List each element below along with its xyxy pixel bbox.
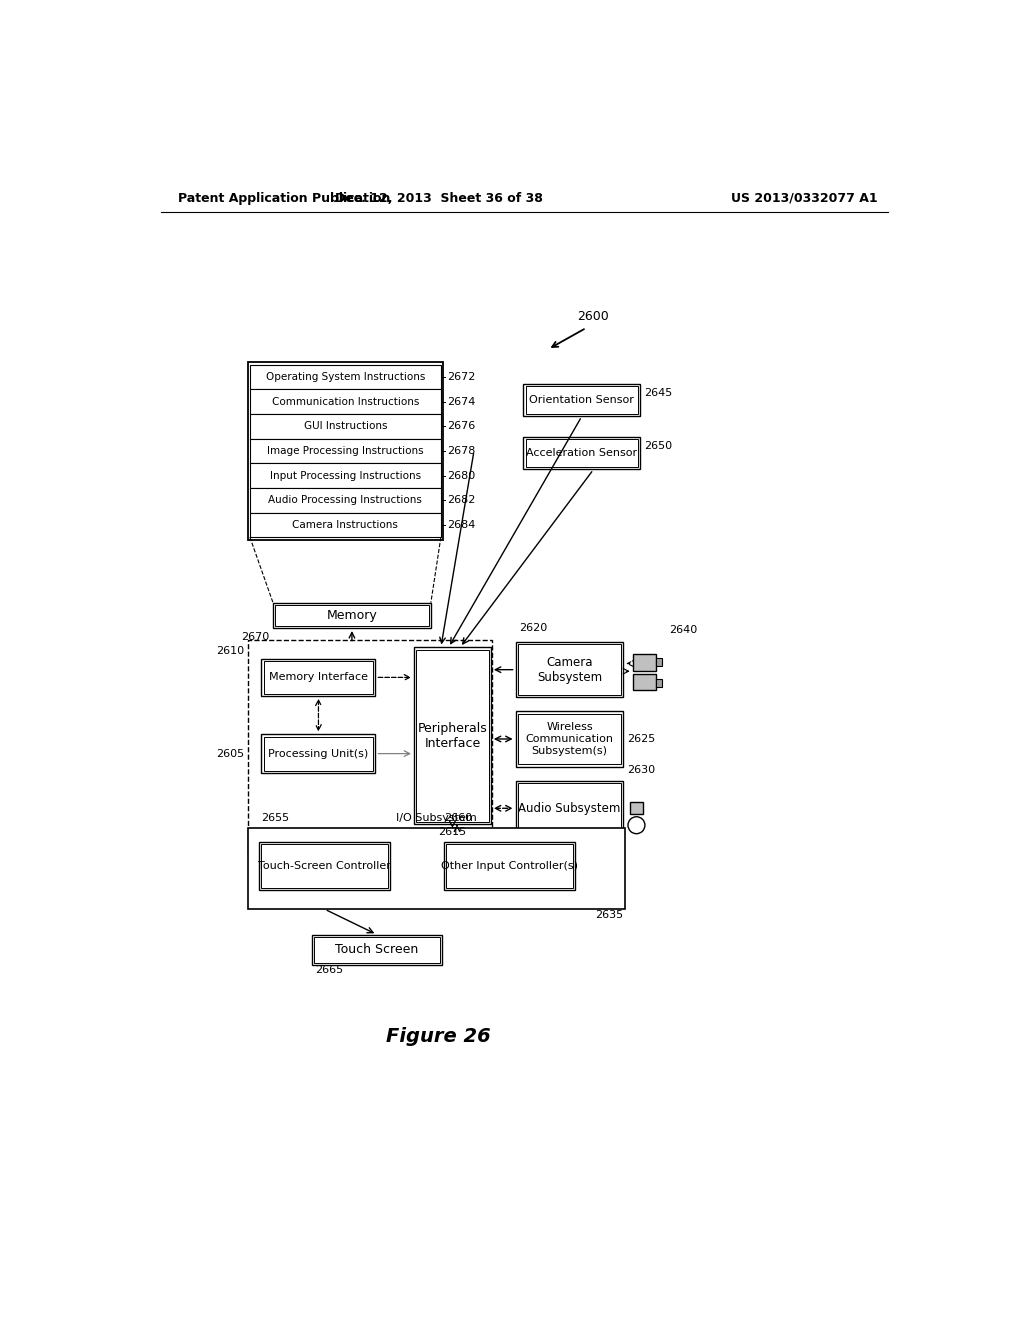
Text: 2610: 2610 — [216, 645, 245, 656]
Text: Wireless
Communication
Subsystem(s): Wireless Communication Subsystem(s) — [525, 722, 613, 755]
Text: GUI Instructions: GUI Instructions — [304, 421, 387, 432]
Text: I/O Subsystem: I/O Subsystem — [396, 813, 476, 822]
Bar — [525, 440, 638, 467]
Bar — [313, 937, 440, 964]
Text: 2615: 2615 — [438, 828, 467, 837]
Text: Audio Subsystem: Audio Subsystem — [518, 801, 621, 814]
Text: 2620: 2620 — [519, 623, 548, 634]
Text: 2635: 2635 — [595, 911, 624, 920]
Text: Camera Instructions: Camera Instructions — [293, 520, 398, 529]
Text: 2600: 2600 — [577, 310, 608, 323]
Bar — [261, 659, 376, 696]
Text: 2665: 2665 — [315, 965, 343, 975]
Text: Memory Interface: Memory Interface — [269, 672, 368, 682]
Bar — [655, 678, 662, 686]
Text: Patent Application Publication: Patent Application Publication — [178, 191, 391, 205]
Text: Camera
Subsystem: Camera Subsystem — [537, 656, 602, 684]
Bar — [273, 603, 431, 628]
Text: Orientation Sensor: Orientation Sensor — [529, 395, 634, 405]
Bar — [248, 640, 493, 855]
Text: Communication Instructions: Communication Instructions — [271, 397, 419, 407]
Text: 2680: 2680 — [447, 471, 475, 480]
Bar — [515, 711, 624, 767]
Bar — [633, 673, 655, 690]
Text: Input Processing Instructions: Input Processing Instructions — [270, 471, 421, 480]
Text: Audio Processing Instructions: Audio Processing Instructions — [268, 495, 422, 506]
Text: Processing Unit(s): Processing Unit(s) — [268, 748, 369, 759]
Text: Touch Screen: Touch Screen — [335, 944, 419, 957]
Text: 2672: 2672 — [447, 372, 475, 381]
Text: 2676: 2676 — [447, 421, 475, 432]
Text: 2660: 2660 — [443, 813, 472, 822]
Text: Peripherals
Interface: Peripherals Interface — [418, 722, 487, 750]
Text: 2684: 2684 — [447, 520, 475, 529]
Bar — [250, 389, 441, 414]
Text: Acceleration Sensor: Acceleration Sensor — [526, 449, 637, 458]
Bar — [250, 364, 441, 389]
Bar — [264, 661, 373, 693]
Text: Other Input Controller(s): Other Input Controller(s) — [441, 861, 578, 871]
Text: Memory: Memory — [327, 609, 377, 622]
Bar — [261, 734, 376, 774]
Bar — [525, 387, 638, 414]
Bar — [311, 935, 442, 965]
Text: Image Processing Instructions: Image Processing Instructions — [267, 446, 424, 455]
Bar — [444, 842, 574, 890]
Text: 2674: 2674 — [447, 397, 475, 407]
Bar — [518, 783, 621, 834]
Bar — [250, 414, 441, 438]
Bar — [250, 438, 441, 463]
Text: 2625: 2625 — [628, 734, 655, 744]
Text: 2640: 2640 — [670, 624, 697, 635]
Bar — [518, 644, 621, 696]
Bar — [250, 463, 441, 488]
Bar — [515, 642, 624, 697]
Bar — [250, 488, 441, 512]
Text: 2678: 2678 — [447, 446, 475, 455]
Bar — [261, 845, 388, 887]
Bar — [252, 367, 439, 536]
Bar — [633, 655, 655, 671]
Text: 2650: 2650 — [644, 441, 673, 451]
Text: 2655: 2655 — [261, 813, 290, 822]
Text: 2682: 2682 — [447, 495, 475, 506]
Text: Dec. 12, 2013  Sheet 36 of 38: Dec. 12, 2013 Sheet 36 of 38 — [335, 191, 543, 205]
Bar — [275, 605, 429, 626]
Text: 2670: 2670 — [241, 632, 269, 642]
Bar — [416, 649, 488, 822]
Bar — [259, 842, 390, 890]
Bar — [655, 659, 662, 665]
Bar — [523, 384, 640, 416]
Bar — [523, 437, 640, 470]
Text: Figure 26: Figure 26 — [386, 1027, 490, 1045]
Bar — [414, 647, 490, 825]
Bar — [518, 714, 621, 764]
Text: US 2013/0332077 A1: US 2013/0332077 A1 — [731, 191, 878, 205]
Text: Operating System Instructions: Operating System Instructions — [265, 372, 425, 381]
Bar — [264, 737, 373, 771]
Bar — [248, 363, 443, 540]
Text: 2630: 2630 — [628, 764, 655, 775]
Text: 2605: 2605 — [216, 748, 245, 759]
Text: Touch-Screen Controller: Touch-Screen Controller — [258, 861, 391, 871]
Bar — [446, 845, 572, 887]
Bar — [630, 803, 643, 814]
Bar — [515, 780, 624, 836]
Bar — [248, 829, 625, 909]
Bar — [250, 512, 441, 537]
Text: 2645: 2645 — [644, 388, 673, 399]
